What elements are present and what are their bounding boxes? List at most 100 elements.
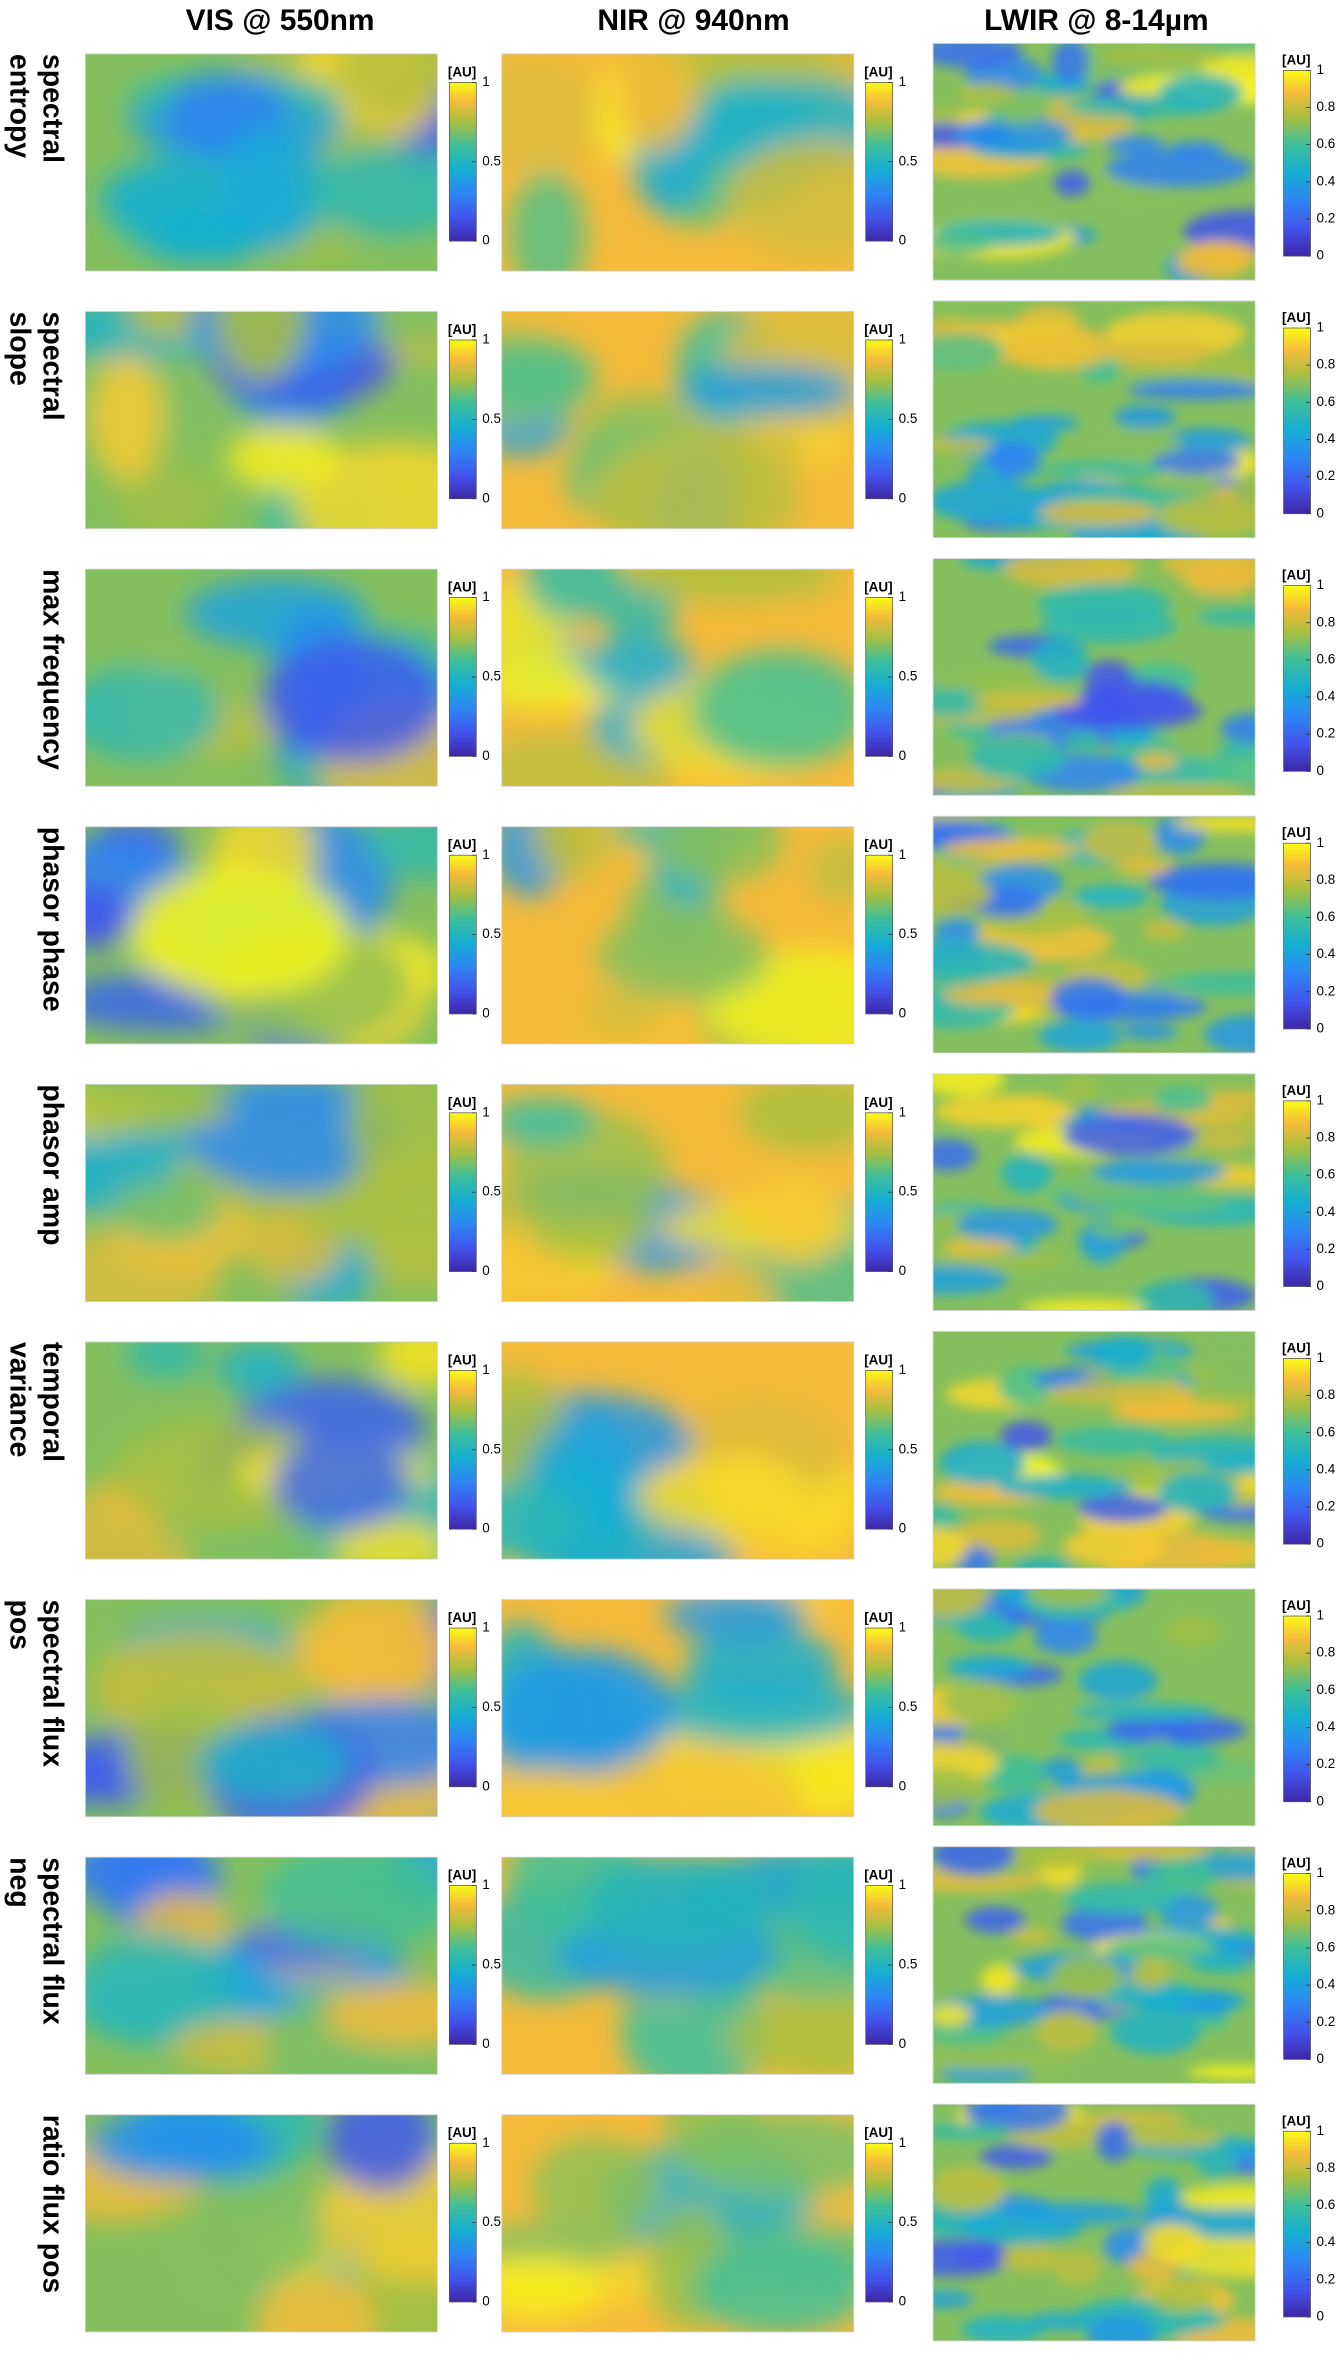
heatmap-blob xyxy=(501,59,601,174)
colorbar-tick-label: 0.8 xyxy=(1317,99,1336,114)
heatmap-blob xyxy=(1177,1996,1234,2017)
colorbar-tick-label: 0 xyxy=(1317,1536,1325,1551)
heatmap-blob xyxy=(624,569,841,603)
row-label: spectral flux xyxy=(36,1857,68,2025)
heatmap-blob xyxy=(1063,1882,1177,1915)
heatmap xyxy=(501,311,854,529)
heatmap-blob xyxy=(979,2144,1054,2170)
colorbar-tick-label: 0.6 xyxy=(1317,2197,1336,2212)
row-label: spectral flux xyxy=(36,1600,68,1768)
colorbar-tick-label: 1 xyxy=(1317,2123,1325,2138)
colorbar-tick-label: 0 xyxy=(482,1778,490,1793)
heatmap-blob xyxy=(1105,135,1165,154)
colorbar-tick-label: 0.2 xyxy=(1317,726,1336,741)
heatmap-blob xyxy=(508,171,587,272)
heatmap-blob xyxy=(1151,449,1242,475)
heatmap-blob xyxy=(955,1209,1059,1241)
heatmap xyxy=(85,826,438,1044)
heatmap-blob xyxy=(85,665,221,761)
heatmap-blob xyxy=(954,116,1072,154)
heatmap-blob xyxy=(933,1527,969,1568)
heatmap-blob xyxy=(1130,1957,1171,1990)
row-label: slope xyxy=(4,312,36,386)
heatmap-blob xyxy=(1113,405,1176,429)
heatmap xyxy=(501,1857,854,2075)
heatmap-blob xyxy=(292,1601,438,1688)
heatmap-blob xyxy=(933,480,1050,523)
colorbar-tick-label: 0.6 xyxy=(1317,909,1336,924)
heatmap-frame xyxy=(501,311,855,530)
heatmap-blob xyxy=(1202,752,1256,786)
heatmap-blobs xyxy=(933,1331,1256,1569)
heatmap-blob xyxy=(226,426,342,492)
heatmap-blob xyxy=(1135,752,1179,771)
heatmap-blob xyxy=(790,1857,854,1964)
heatmap-blob xyxy=(1148,862,1256,900)
heatmap-frame xyxy=(84,53,438,272)
colorbar-tick-label: 1 xyxy=(1317,1350,1325,1365)
heatmap-blobs xyxy=(501,1599,854,1817)
colorbar-tick-label: 0 xyxy=(899,1006,907,1021)
colorbar-tick-label: 0.5 xyxy=(482,1699,501,1714)
heatmap-blob xyxy=(1107,784,1246,796)
heatmap-blob xyxy=(1096,2121,1133,2162)
heatmap-blob xyxy=(1026,1589,1110,1608)
heatmap-blob xyxy=(1048,977,1128,1020)
row-label: spectral xyxy=(36,54,68,163)
colorbar xyxy=(1283,585,1311,772)
heatmap-frame xyxy=(932,300,1256,539)
heatmap-blob xyxy=(933,1138,977,1172)
heatmap-blobs xyxy=(85,311,438,529)
heatmap xyxy=(85,53,438,272)
heatmap-frame xyxy=(932,42,1256,281)
heatmap-blob xyxy=(996,1474,1132,1499)
heatmap-blob xyxy=(108,1178,221,1244)
colorbar-tick-label: 1 xyxy=(899,332,907,347)
heatmap-blob xyxy=(579,636,696,696)
colorbar-tick-label: 0.2 xyxy=(1317,468,1336,483)
heatmap-blobs xyxy=(85,1857,438,2075)
heatmap-blob xyxy=(112,1418,332,1533)
heatmap xyxy=(85,1599,438,1817)
colorbar-tick-label: 0.4 xyxy=(1317,946,1336,961)
heatmap-blob xyxy=(531,826,614,882)
heatmap-blob xyxy=(1009,1927,1053,1946)
colorbar-tick-label: 1 xyxy=(1317,1092,1325,1107)
heatmap-blob xyxy=(738,1084,854,1152)
heatmap-frame xyxy=(501,1341,855,1560)
heatmap-blob xyxy=(378,1341,438,1389)
heatmap-blobs xyxy=(933,1846,1256,2084)
colorbar-label: [AU] xyxy=(864,1868,892,1883)
heatmap-frame xyxy=(501,568,855,787)
heatmap-blobs xyxy=(85,826,438,1044)
heatmap-blobs xyxy=(933,2104,1256,2341)
heatmap-blob xyxy=(1076,679,1190,717)
colorbar-tick-label: 0.8 xyxy=(1317,2160,1336,2175)
heatmap-blob xyxy=(1086,2313,1157,2341)
heatmap-blob xyxy=(933,1503,961,1530)
heatmap xyxy=(933,1846,1256,2084)
heatmap-blob xyxy=(635,1458,812,1534)
heatmap xyxy=(933,816,1256,1053)
heatmap-blob xyxy=(1100,1189,1234,1215)
heatmap-blob xyxy=(933,873,994,915)
heatmap-blob xyxy=(991,1846,1102,1869)
heatmap-blob xyxy=(1220,713,1256,745)
heatmap-blobs xyxy=(933,816,1256,1053)
heatmap-blob xyxy=(1043,460,1173,478)
heatmap-frame xyxy=(501,53,855,272)
heatmap xyxy=(501,53,854,272)
heatmap-blob xyxy=(952,2239,1008,2267)
heatmap-blob xyxy=(1183,209,1256,253)
heatmap-blob xyxy=(85,883,132,950)
heatmap-blob xyxy=(985,441,1041,479)
heatmap-blob xyxy=(254,2270,376,2332)
heatmap-blob xyxy=(999,2245,1063,2272)
heatmap-blob xyxy=(682,2114,854,2198)
colorbar-tick-label: 0.6 xyxy=(1317,136,1336,151)
colorbar-label: [AU] xyxy=(1282,1598,1310,1613)
colorbar-tick-label: 0.5 xyxy=(899,2214,918,2229)
heatmap-blob xyxy=(612,53,698,151)
heatmap-blobs xyxy=(933,1073,1256,1311)
colorbar-tick-label: 1 xyxy=(899,589,907,604)
